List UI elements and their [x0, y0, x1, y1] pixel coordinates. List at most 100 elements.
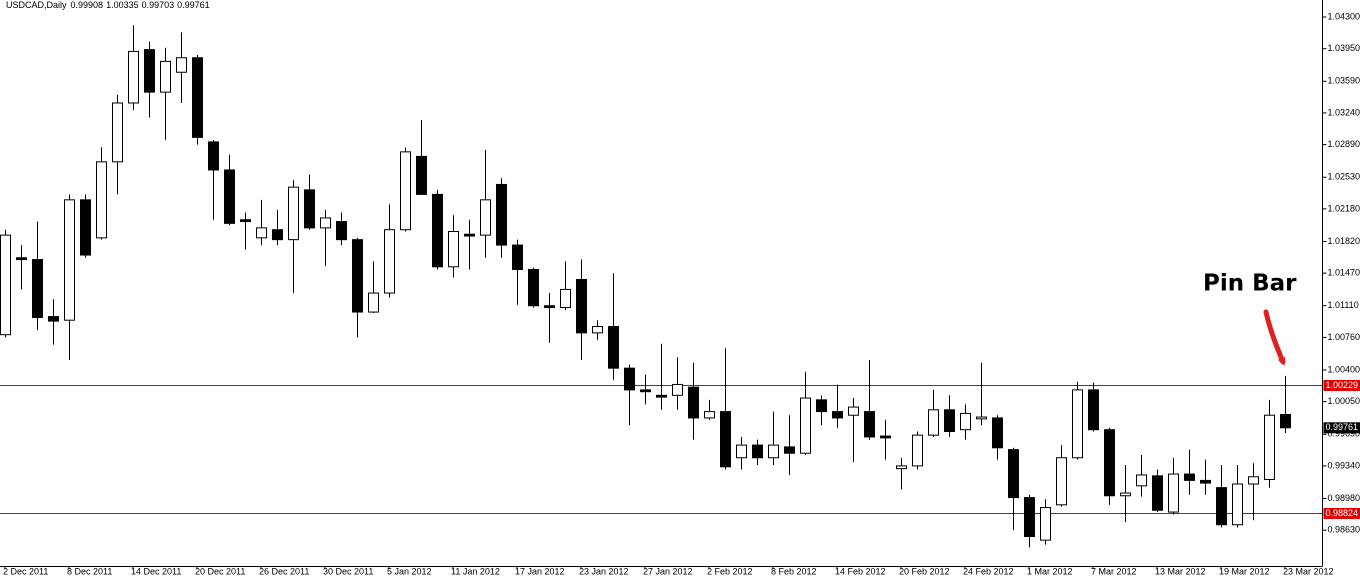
x-tick-label: 23 Jan 2012 — [579, 566, 629, 576]
candle-body — [1216, 487, 1227, 526]
candle-body — [544, 305, 555, 309]
candle-body — [640, 389, 651, 393]
annotation: Pin Bar — [1203, 271, 1297, 366]
x-tick-label: 17 Jan 2012 — [515, 566, 565, 576]
candle-body — [736, 444, 747, 459]
x-tick-label: 24 Feb 2012 — [963, 566, 1014, 576]
y-tick-label: 1.03240 — [1328, 107, 1360, 117]
candle-body — [1104, 429, 1115, 497]
candle-body — [880, 435, 891, 439]
candle-body — [32, 259, 43, 318]
candle-body — [1040, 507, 1051, 541]
x-tick-label: 2 Feb 2012 — [707, 566, 753, 576]
candle-body — [96, 161, 107, 239]
candle-body — [928, 409, 939, 436]
candle-body — [416, 155, 427, 195]
candle-body — [864, 411, 875, 438]
candle-body — [624, 367, 635, 391]
candle-body — [1152, 475, 1163, 511]
candle-body — [1136, 474, 1147, 487]
candle-body — [1056, 457, 1067, 506]
candle-body — [896, 465, 907, 470]
y-tick-label: 1.03590 — [1328, 76, 1360, 86]
candle-body — [192, 57, 203, 138]
current-price-label: 0.99761 — [1326, 422, 1359, 432]
candle-body — [720, 411, 731, 468]
candle-body — [224, 169, 235, 224]
candle-body — [1088, 389, 1099, 431]
candle-body — [1232, 483, 1243, 526]
level-label-box — [1323, 508, 1360, 519]
y-tick-label: 1.04300 — [1328, 11, 1360, 21]
x-tick-label: 19 Mar 2012 — [1219, 566, 1270, 576]
candle-body — [112, 102, 123, 163]
candle-body — [480, 199, 491, 236]
x-tick-label: 13 Mar 2012 — [1155, 566, 1206, 576]
y-tick-label: 1.01110 — [1328, 300, 1359, 310]
header-high: 1.00335 — [106, 0, 139, 10]
candle-body — [1168, 473, 1179, 513]
y-tick-label: 1.00400 — [1328, 364, 1360, 374]
candle-body — [960, 412, 971, 431]
level-label: 0.98824 — [1326, 508, 1359, 518]
y-tick-label: 1.00760 — [1328, 332, 1360, 342]
current-price-box — [1323, 422, 1360, 434]
candle-body — [176, 57, 187, 73]
x-tick-label: 2 Dec 2011 — [3, 566, 48, 576]
x-tick-label: 23 Mar 2012 — [1283, 566, 1334, 576]
y-tick-label: 1.02890 — [1328, 139, 1360, 149]
x-tick-label: 7 Mar 2012 — [1091, 566, 1137, 576]
candle-body — [912, 434, 923, 467]
y-tick-label: 0.98630 — [1328, 525, 1360, 535]
header-open: 0.99908 — [71, 0, 104, 10]
x-tick-label: 14 Feb 2012 — [835, 566, 886, 576]
candle-body — [1008, 449, 1019, 499]
candle-body — [1072, 389, 1083, 459]
candle-body — [352, 239, 363, 313]
candle-body — [816, 399, 827, 413]
candle-body — [592, 326, 603, 334]
candle-body — [256, 227, 267, 239]
candle-body — [432, 193, 443, 268]
candle-body — [1280, 413, 1291, 429]
candle-body — [832, 411, 843, 419]
candle-body — [608, 326, 619, 369]
y-tick-label: 1.03950 — [1328, 43, 1360, 53]
candle-body — [1120, 492, 1131, 497]
candle-body — [272, 229, 283, 241]
candle-body — [576, 278, 587, 334]
x-tick-label: 20 Dec 2011 — [195, 566, 245, 576]
x-tick-label: 20 Feb 2012 — [899, 566, 950, 576]
candle-body — [704, 411, 715, 419]
candle-body — [1184, 473, 1195, 481]
candle-body — [64, 199, 75, 321]
candle-body — [1264, 414, 1275, 480]
candle-body — [320, 217, 331, 229]
candle-body — [1248, 476, 1259, 485]
x-tick-label: 8 Dec 2011 — [67, 566, 112, 576]
y-tick-label: 1.00050 — [1328, 396, 1360, 406]
candle-body — [784, 446, 795, 454]
candle-body — [992, 417, 1003, 449]
candle-body — [448, 231, 459, 268]
candle-body — [528, 269, 539, 307]
candle-body — [464, 233, 475, 237]
candle-body — [944, 409, 955, 433]
annotation-text: Pin Bar — [1203, 271, 1297, 297]
candle-body — [288, 186, 299, 241]
candle-body — [336, 221, 347, 241]
candle-body — [688, 386, 699, 419]
y-tick-label: 0.99690 — [1328, 429, 1360, 439]
candle-body — [144, 49, 155, 93]
y-tick-label: 0.98980 — [1328, 493, 1360, 503]
y-tick-label: 0.99340 — [1328, 460, 1360, 470]
x-tick-label: 26 Dec 2011 — [259, 566, 309, 576]
annotation-arrow — [1263, 309, 1286, 366]
level-label-box — [1323, 380, 1360, 391]
x-tick-label: 30 Dec 2011 — [323, 566, 373, 576]
header-low: 0.99703 — [142, 0, 175, 10]
header-close: 0.99761 — [177, 0, 210, 10]
candle-body — [752, 444, 763, 459]
